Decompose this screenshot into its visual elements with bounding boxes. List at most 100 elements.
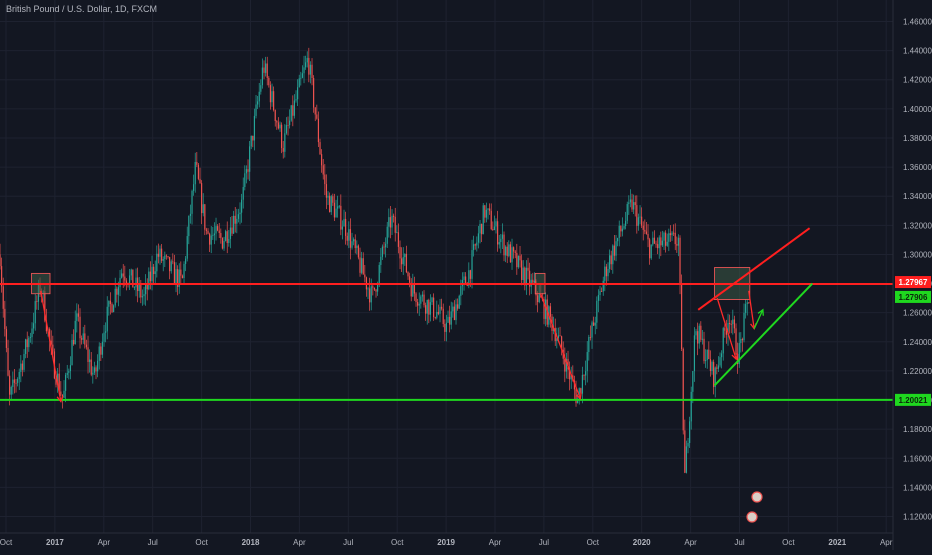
support-tag-label: 1.20021 [899,396,928,405]
candle-body [639,216,641,218]
candle-body [25,339,27,355]
candle-body [98,346,100,361]
chart-title: British Pound / U.S. Dollar, 1D, FXCM [6,4,158,14]
candle-body [212,235,214,236]
candle-body [300,77,302,79]
candle-body [116,288,118,295]
candle-body [170,261,172,272]
candle-body [277,122,280,129]
candle-body [524,267,526,286]
candle-body [26,339,28,348]
candle-body [628,202,630,205]
resistance-tag [895,276,931,289]
y-tick-label: 1.18000 [903,425,932,434]
candle-body [359,257,361,273]
candle-body [122,273,124,277]
candle-body [345,218,347,236]
candle-body [17,379,19,383]
candle-body [543,299,545,319]
candle-body [247,169,249,172]
candle-body [284,133,286,152]
candle-body [714,367,716,388]
candle-body [113,305,115,313]
candle-body [44,291,46,321]
candle-body [225,231,227,241]
candle-body [364,274,366,278]
candle-body [607,268,609,277]
candle-body [60,391,62,395]
candle-body [415,293,417,303]
candle-body [13,379,16,383]
candle-body [545,299,547,319]
candle-body [561,336,563,350]
candle-body [45,320,48,332]
candle-body [66,372,68,375]
candle-body [287,125,289,126]
candle-body [657,244,659,249]
candle-body [146,283,148,290]
candle-body [106,306,108,332]
candle-body [317,118,320,143]
candle-body [693,335,696,372]
candle-body [372,286,374,288]
candle-body [711,361,713,371]
candle-body [231,227,233,234]
candle-body [500,238,502,243]
candle-body [183,263,185,278]
candle-body [468,270,470,286]
y-tick-label: 1.40000 [903,105,932,114]
candle-body [151,266,153,282]
candle-body [525,267,528,286]
candle-body [695,331,697,336]
candle-body [28,337,30,348]
candle-body [245,169,248,174]
x-tick-label: Oct [195,538,208,547]
candle-body [489,208,491,211]
candle-body [341,226,344,230]
candle-body [677,237,680,246]
candle-body [370,286,372,303]
y-tick-label: 1.46000 [903,18,932,27]
candle-body [266,63,268,78]
candle-body [213,233,216,236]
candle-body [381,246,384,257]
candle-body [394,216,396,233]
candle-body [89,359,91,362]
candle-body [71,339,73,366]
candle-body [674,232,676,245]
bounce-arrow-2020-head [757,308,764,316]
candle-body [591,322,593,338]
candle-body [405,253,408,273]
candle-body [660,237,662,246]
candle-body [673,232,675,234]
candle-body [404,253,406,258]
candle-body [186,236,188,259]
candle-body [735,328,737,355]
candle-body [210,235,212,245]
candle-body [373,287,376,290]
candle-body [156,253,158,272]
candle-body [63,390,65,398]
candle-body [349,229,352,248]
candle-body [580,388,582,394]
candle-body [199,178,201,184]
candle-body [634,202,636,206]
candle-body [252,135,254,141]
candle-body [689,421,691,444]
candle-body [271,91,273,103]
candle-body [138,284,140,292]
candle-body [402,257,404,265]
candle-body [615,241,617,256]
x-tick-label: 2021 [828,538,846,547]
candle-body [234,215,236,224]
candle-body [652,237,654,245]
candle-body [610,255,612,265]
candle-body [281,124,283,149]
candle-body [671,232,673,236]
candle-body [385,243,387,248]
y-tick-label: 1.16000 [903,454,932,463]
candle-body [612,245,614,265]
x-tick-label: 2018 [242,538,260,547]
candle-body [332,196,334,203]
